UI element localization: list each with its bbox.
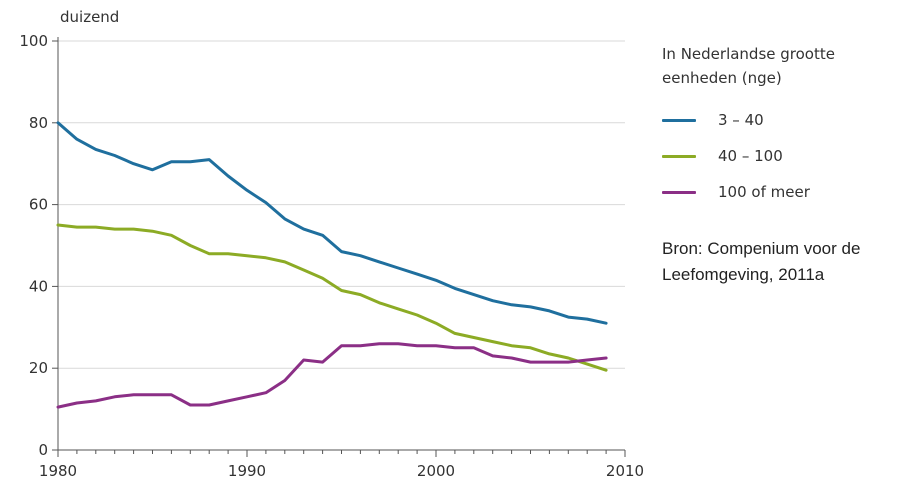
y-tick-label-60: 60	[29, 196, 48, 214]
x-tick-label-1980: 1980	[39, 462, 77, 480]
series-line-100-of-meer	[56, 342, 608, 409]
series-lines	[56, 121, 608, 409]
legend-swatch-40-100	[662, 154, 696, 158]
y-axis-unit-label: duizend	[60, 8, 119, 26]
legend-title: In Nederlandse grootte eenheden (nge)	[662, 45, 835, 87]
line-chart: 0 20 40 60 80 100 1980 1990 2000 2010 duizend	[19, 8, 644, 480]
axes	[52, 37, 626, 457]
y-tick-label-20: 20	[29, 359, 48, 377]
gridlines	[58, 40, 625, 369]
y-tick-label-40: 40	[29, 277, 48, 295]
legend-item-40-100: 40 – 100	[662, 138, 907, 174]
series-line-40-100	[56, 223, 608, 372]
legend-label-3-40: 3 – 40	[718, 111, 764, 129]
legend-swatch-3-40	[662, 118, 696, 122]
legend: In Nederlandse grootte eenheden (nge) 3 …	[662, 42, 907, 210]
y-tick-label-80: 80	[29, 114, 48, 132]
legend-label-100-of-meer: 100 of meer	[718, 183, 810, 201]
source-note: Bron: Compenium voor de Leefomgeving, 20…	[662, 239, 861, 284]
legend-item-3-40: 3 – 40	[662, 102, 907, 138]
y-tick-label-0: 0	[38, 441, 48, 459]
legend-item-100-of-meer: 100 of meer	[662, 174, 907, 210]
x-tick-label-1990: 1990	[228, 462, 266, 480]
legend-swatch-100-of-meer	[662, 190, 696, 194]
x-tick-label-2010: 2010	[606, 462, 644, 480]
x-tick-label-2000: 2000	[417, 462, 455, 480]
legend-label-40-100: 40 – 100	[718, 147, 783, 165]
y-tick-label-100: 100	[19, 32, 48, 50]
tick-labels: 0 20 40 60 80 100 1980 1990 2000 2010	[19, 32, 644, 480]
series-line-3-40	[56, 121, 608, 325]
